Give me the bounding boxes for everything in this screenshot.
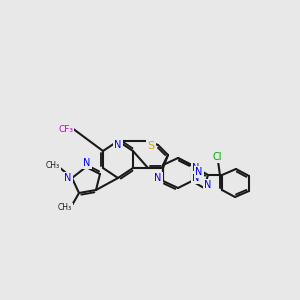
Text: CH₃: CH₃ xyxy=(46,161,60,170)
Text: Cl: Cl xyxy=(212,152,222,162)
Text: N: N xyxy=(154,173,162,183)
Text: N: N xyxy=(83,158,91,168)
Text: S: S xyxy=(147,141,155,151)
Text: N: N xyxy=(64,173,72,183)
Text: N: N xyxy=(204,180,212,190)
Text: N: N xyxy=(192,173,200,183)
Text: CF₃: CF₃ xyxy=(58,125,74,134)
Text: N: N xyxy=(195,167,203,177)
Text: N: N xyxy=(192,163,200,173)
Text: N: N xyxy=(114,140,122,150)
Text: CH₃: CH₃ xyxy=(58,203,72,212)
